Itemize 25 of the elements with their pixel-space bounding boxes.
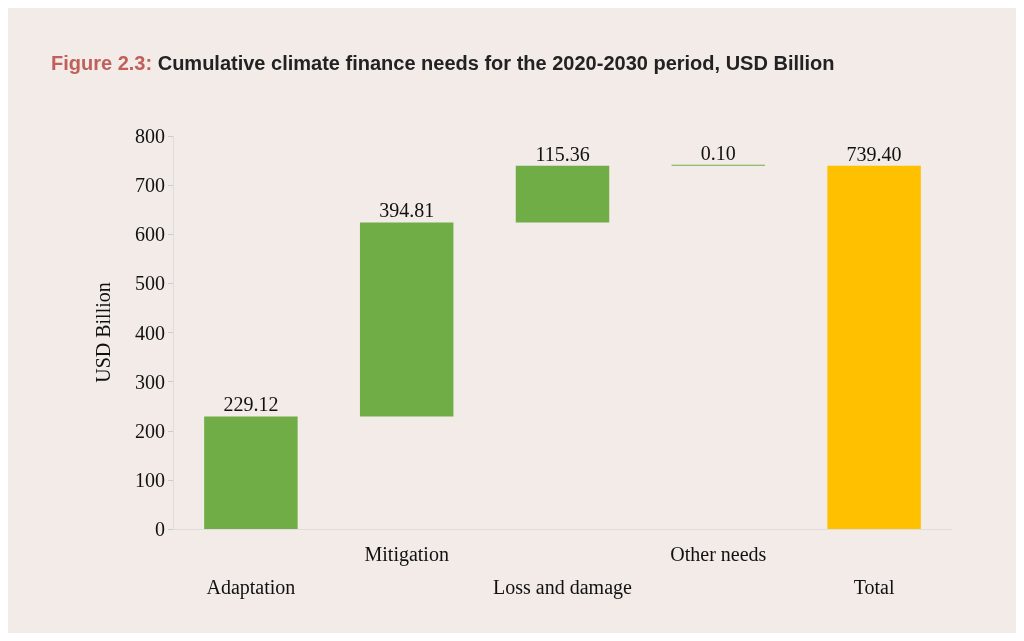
y-tick-label: 800 [135, 125, 165, 147]
y-tick-label: 200 [135, 419, 165, 442]
y-axis-title: USD Billion [92, 282, 114, 383]
data-label: 394.81 [379, 199, 435, 222]
x-tick-label: Other needs [670, 542, 767, 565]
y-tick-label: 500 [135, 272, 165, 295]
x-tick-label: Mitigation [364, 542, 449, 566]
y-tick-label: 600 [135, 223, 165, 246]
y-tick-label: 400 [135, 321, 165, 344]
y-tick-label: 0 [155, 518, 165, 540]
data-label: 115.36 [535, 142, 590, 165]
data-label: 0.10 [700, 141, 736, 164]
y-tick-label: 300 [135, 370, 165, 393]
x-tick-label: Adaptation [206, 575, 296, 599]
bar [515, 165, 610, 223]
y-tick-label: 700 [135, 174, 165, 197]
data-label: 229.12 [223, 393, 279, 416]
x-tick-label: Total [853, 575, 895, 598]
bar [204, 416, 298, 529]
bar [827, 165, 921, 529]
bar [359, 222, 454, 417]
data-label: 739.40 [846, 142, 902, 165]
y-tick-label: 100 [135, 468, 165, 491]
chart-title: Figure 2.3: Cumulative climate finance needs for the 2020-2030 period, USD Billion [51, 52, 835, 74]
x-tick-label: Loss and damage [493, 575, 633, 599]
